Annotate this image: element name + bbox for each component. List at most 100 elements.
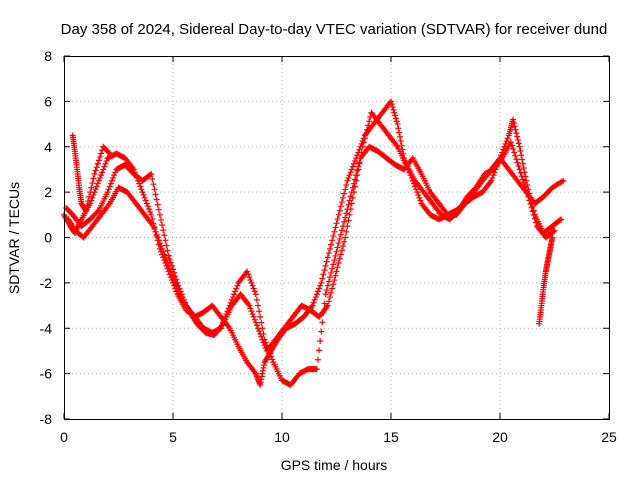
data-point (337, 203, 344, 210)
data-point (514, 133, 521, 140)
x-tick-label: 0 (60, 429, 68, 445)
data-point (95, 177, 102, 184)
data-point (354, 172, 361, 179)
data-point (314, 288, 321, 295)
data-point (86, 193, 93, 200)
data-point (333, 220, 340, 227)
data-point (558, 216, 565, 223)
data-point (316, 347, 323, 354)
data-point (518, 152, 525, 159)
data-point (334, 216, 341, 223)
data-point (244, 268, 251, 275)
data-point (346, 172, 353, 179)
data-point (503, 138, 510, 145)
data-point (312, 294, 319, 301)
data-point (320, 271, 327, 278)
data-point (167, 268, 174, 275)
data-point (522, 183, 529, 190)
data-point (416, 194, 423, 201)
data-point (336, 207, 343, 214)
data-point (417, 197, 424, 204)
data-point (142, 197, 149, 204)
data-point (550, 228, 557, 235)
data-point (258, 333, 265, 340)
data-point (361, 135, 368, 142)
data-point (150, 223, 157, 230)
data-point (255, 302, 262, 309)
data-point (170, 274, 176, 281)
data-point (317, 282, 324, 289)
data-point (267, 350, 274, 357)
data-point (325, 278, 332, 285)
data-point (334, 264, 341, 271)
data-point (528, 204, 535, 211)
data-point (175, 288, 182, 295)
x-tick-label: 15 (383, 429, 399, 445)
data-point (531, 215, 538, 222)
data-point (313, 291, 320, 298)
data-point (321, 300, 328, 307)
data-point (143, 200, 150, 207)
data-point (413, 186, 420, 193)
x-tick-label: 25 (601, 429, 617, 445)
data-point (530, 212, 537, 219)
data-point (510, 146, 517, 153)
data-point (253, 296, 260, 303)
data-point (325, 250, 332, 257)
data-point (309, 302, 316, 309)
data-point (93, 164, 100, 171)
data-point (357, 155, 364, 162)
y-tick-label: 4 (44, 139, 52, 155)
data-point (390, 106, 397, 113)
data-point (326, 245, 333, 252)
data-point (101, 163, 108, 170)
data-point (110, 174, 117, 181)
data-point (92, 186, 99, 193)
data-point (249, 311, 256, 318)
data-point (255, 325, 262, 332)
data-point (147, 171, 154, 178)
data-point (326, 294, 333, 301)
data-point (251, 316, 258, 323)
series-track-1 (61, 98, 565, 388)
data-point (321, 267, 328, 274)
data-point (529, 208, 536, 215)
data-point (350, 189, 357, 196)
data-point (91, 170, 98, 177)
data-point (350, 160, 357, 167)
data-point (345, 201, 352, 208)
data-point (340, 243, 347, 250)
data-point (174, 285, 181, 292)
data-point (519, 176, 526, 183)
data-point (151, 186, 158, 193)
data-point (88, 184, 95, 191)
data-point (356, 160, 363, 167)
data-point (560, 177, 567, 184)
data-point (518, 173, 525, 180)
data-point (395, 125, 402, 132)
data-point (155, 237, 162, 244)
data-point (89, 194, 96, 201)
data-point (256, 328, 263, 335)
data-point (166, 265, 173, 272)
data-point (323, 258, 330, 265)
data-point (512, 152, 519, 159)
data-point (358, 149, 365, 156)
data-point (90, 175, 97, 182)
data-point (163, 257, 170, 264)
data-point (340, 194, 347, 201)
data-point (326, 274, 333, 281)
data-point (99, 169, 106, 176)
data-point (250, 285, 257, 292)
data-point (247, 277, 254, 284)
data-point (523, 186, 530, 193)
data-point (332, 252, 339, 259)
data-point (140, 191, 147, 198)
data-point (510, 116, 517, 123)
data-point (514, 136, 521, 143)
data-point (348, 200, 355, 207)
grid-lines (64, 56, 609, 419)
data-point (414, 189, 421, 196)
data-point (154, 234, 161, 241)
series-track-3 (65, 109, 558, 354)
